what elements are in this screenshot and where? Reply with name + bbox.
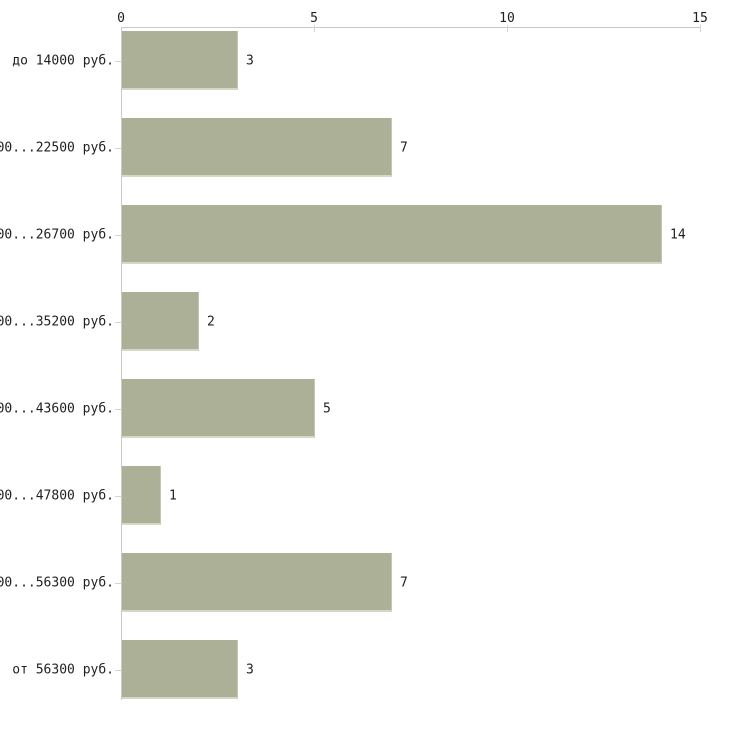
bar [122,31,238,90]
category-tick-mark [115,583,121,584]
x-axis-tick-label: 0 [117,11,125,26]
category-tick-mark [115,496,121,497]
value-label: 1 [169,488,177,503]
category-tick-mark [115,61,121,62]
x-axis-tick-label: 15 [692,11,708,26]
value-label: 3 [246,662,254,677]
value-label: 14 [670,227,686,242]
x-axis-tick-mark [507,25,508,32]
x-axis-tick-mark [314,25,315,32]
value-label: 5 [323,401,331,416]
bar [122,379,315,438]
category-tick-mark [115,670,121,671]
category-label: 43600...47800 руб. [0,488,114,503]
category-label: 39400...43600 руб. [0,401,114,416]
category-tick-mark [115,235,121,236]
x-axis-tick-label: 10 [499,11,515,26]
y-axis-line [121,27,122,700]
x-axis-tick-mark [700,25,701,32]
x-axis-tick-label: 5 [310,11,318,26]
category-tick-mark [115,409,121,410]
category-label: от 56300 руб. [12,662,114,677]
bar [122,466,161,525]
category-label: 18300...22500 руб. [0,140,114,155]
bar [122,205,662,264]
value-label: 3 [246,53,254,68]
x-axis-line [121,27,701,28]
bar [122,118,392,177]
value-label: 7 [400,575,408,590]
category-label: 22500...26700 руб. [0,227,114,242]
bar [122,553,392,612]
value-label: 2 [207,314,215,329]
category-label: до 14000 руб. [12,53,114,68]
value-label: 7 [400,140,408,155]
bar [122,640,238,699]
category-tick-mark [115,148,121,149]
category-label: 52000...56300 руб. [0,575,114,590]
bar [122,292,199,351]
category-label: 30900...35200 руб. [0,314,114,329]
category-tick-mark [115,322,121,323]
